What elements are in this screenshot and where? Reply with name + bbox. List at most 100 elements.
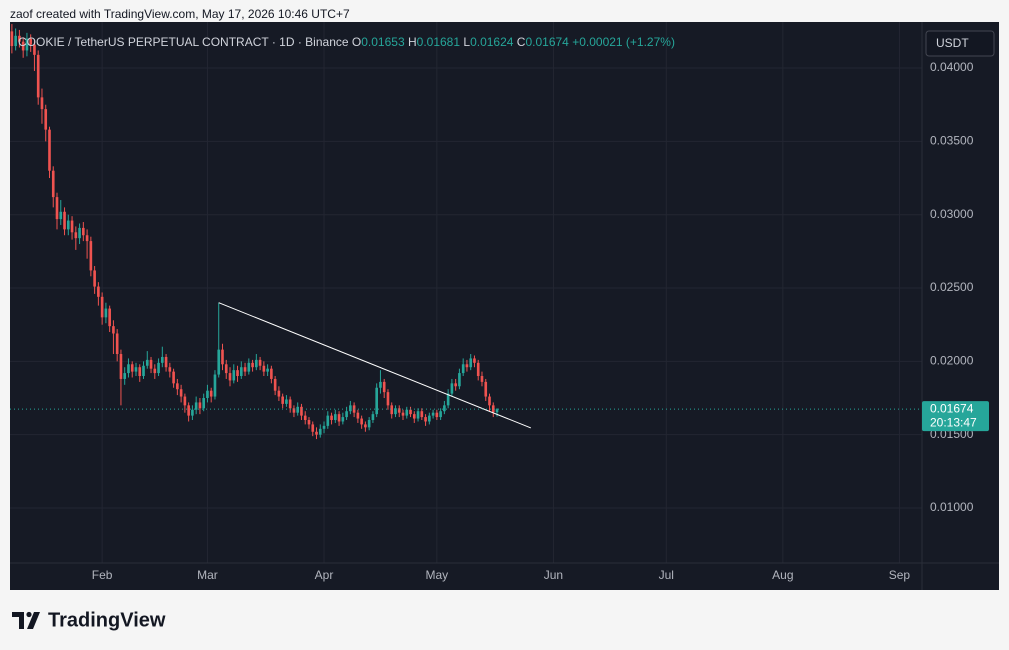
candle-body <box>303 415 307 421</box>
candle-body <box>488 396 491 406</box>
candle-body <box>112 326 115 334</box>
candle-body <box>255 359 258 368</box>
candle-body <box>480 376 484 382</box>
candle-body <box>224 364 228 374</box>
candle-body <box>394 408 397 415</box>
candle-body <box>382 381 386 393</box>
candle-body <box>21 41 25 51</box>
candle-body <box>206 390 209 399</box>
candle-body <box>281 396 284 404</box>
ohlc-value: 0.01653 <box>361 35 405 49</box>
candle-body <box>183 396 187 406</box>
x-tick-label: May <box>426 568 449 582</box>
candle-body <box>194 402 198 410</box>
candle-body <box>386 392 390 406</box>
candle-body <box>164 356 168 368</box>
candle-body <box>217 349 221 375</box>
y-tick-label: 0.03000 <box>930 207 974 221</box>
candle-body <box>322 425 326 429</box>
candle-body <box>375 387 378 415</box>
grid <box>10 22 922 563</box>
ohlc-value: 0.01624 <box>470 35 514 49</box>
candle-body <box>85 235 89 242</box>
candle-body <box>202 398 205 409</box>
candle-body <box>104 308 108 318</box>
symbol-name: COOKIE / TetherUS PERPETUAL CONTRACT · 1… <box>18 35 349 49</box>
candle-body <box>412 414 416 419</box>
y-tick-label: 0.01000 <box>930 500 974 514</box>
candle-body <box>288 399 292 409</box>
candle-body <box>153 368 157 374</box>
candle-body <box>97 286 100 297</box>
candle-body <box>465 364 469 368</box>
candle-body <box>10 31 14 47</box>
candle-body <box>450 383 454 394</box>
candle-body <box>48 129 51 171</box>
currency[interactable]: USDT <box>936 36 969 50</box>
candle-body <box>296 406 300 413</box>
logo-icon <box>12 612 24 629</box>
candle-body <box>333 414 337 421</box>
candle-body <box>454 383 457 387</box>
x-tick-label: Jun <box>544 568 563 582</box>
candle-body <box>130 364 134 372</box>
candle-body <box>371 414 375 421</box>
candle-body <box>78 227 81 239</box>
candle-body <box>409 409 412 415</box>
candle-body <box>431 412 435 416</box>
candle-body <box>44 109 48 130</box>
candle-body <box>100 296 104 318</box>
candle-body <box>149 359 153 369</box>
candle-body <box>356 412 360 419</box>
candle-body <box>18 35 21 42</box>
candle-body <box>251 362 254 368</box>
candle-body <box>93 270 96 287</box>
trend-line <box>218 302 532 429</box>
ohlc-value: 0.01681 <box>417 35 461 49</box>
x-tick-label: Mar <box>197 568 218 582</box>
candle-body <box>82 227 85 236</box>
candle-body <box>228 373 232 381</box>
candle-body <box>330 415 333 421</box>
candle-body <box>262 365 266 372</box>
candle-body <box>473 358 476 363</box>
symbol: COOKIE / TetherUS PERPETUAL CONTRACT · 1… <box>18 35 675 49</box>
candle-body <box>476 362 480 377</box>
last-price-box <box>922 401 989 432</box>
candle-body <box>74 232 78 239</box>
y-tick-label: 0.03500 <box>930 134 974 148</box>
ohlc-label: L <box>463 35 470 49</box>
candle-body <box>40 97 44 110</box>
candle-body <box>277 390 281 397</box>
candle-body <box>311 424 315 432</box>
brand-logo: TradingView <box>12 609 166 631</box>
candle-body <box>168 367 172 372</box>
candle-body <box>443 405 446 412</box>
candle-body <box>337 414 341 422</box>
candle-body <box>446 393 450 406</box>
x-tick-label: Sep <box>889 568 911 582</box>
candle-body <box>439 411 442 418</box>
x-tick-label: Feb <box>92 568 113 582</box>
x-tick-label: Jul <box>659 568 674 582</box>
candle-body <box>55 197 59 220</box>
price-change: +0.00021 (+1.27%) <box>572 35 675 49</box>
candle-body <box>326 415 330 426</box>
candle-body <box>70 220 74 233</box>
candle-body <box>25 38 29 51</box>
candle-body <box>300 406 303 416</box>
header-text: zaof created with TradingView.com, May 1… <box>10 7 350 21</box>
currency-button[interactable] <box>925 30 995 57</box>
candle-body <box>108 308 111 327</box>
candle-body <box>270 368 273 379</box>
candle-body <box>14 35 17 47</box>
candle-body <box>221 349 224 365</box>
candle-body <box>397 408 401 413</box>
candle-body <box>123 373 127 379</box>
ohlc-label: H <box>408 35 417 49</box>
candle-body <box>258 359 262 366</box>
logo-icon <box>26 611 32 618</box>
y-tick-label: 0.04000 <box>930 60 974 74</box>
candle-body <box>66 220 70 230</box>
candle-body <box>458 373 461 387</box>
